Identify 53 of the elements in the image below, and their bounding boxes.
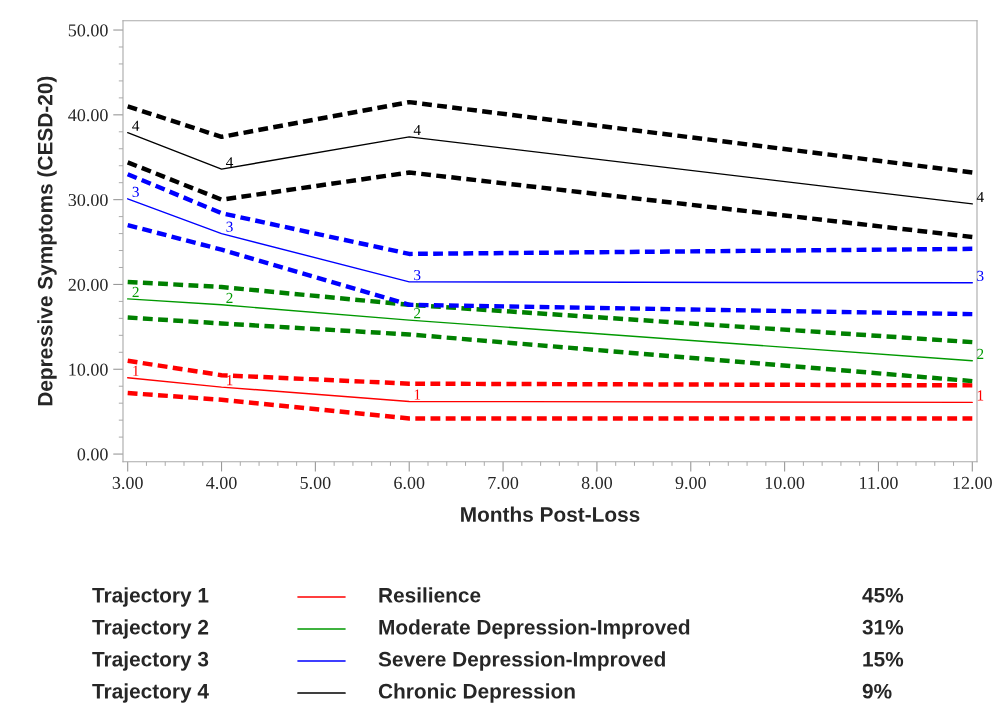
text: Trajectory 2 <box>92 619 209 639</box>
x-tick-label: 7.00 <box>488 476 519 490</box>
x-tick-label: 10.00 <box>765 476 805 490</box>
y-tick-label: 40.00 <box>68 109 108 122</box>
line-series <box>125 358 975 388</box>
annotation: 2 <box>226 292 233 303</box>
line-series <box>125 279 975 345</box>
text: Trajectory 3 <box>92 651 209 671</box>
text: 31% <box>862 619 904 635</box>
line-series <box>125 171 975 257</box>
line-series <box>125 99 975 175</box>
annotation: 2 <box>977 348 984 359</box>
line-series <box>126 377 974 404</box>
text: Trajectory 4 <box>92 683 209 703</box>
x-tick-label: 12.00 <box>953 476 992 490</box>
annotation: 4 <box>132 120 140 131</box>
x-tick-label: 8.00 <box>581 476 613 490</box>
legend-label: Severe Depression-Improved <box>378 651 665 671</box>
y-tick-label: 20.00 <box>68 278 108 291</box>
annotation: 1 <box>227 375 233 386</box>
text: 9% <box>862 683 892 699</box>
y-axis-title: Depressive Symptoms (CESD-20) <box>37 76 57 406</box>
legend-label: Chronic Depression <box>378 683 575 703</box>
annotation: 3 <box>132 186 139 198</box>
annotation: 1 <box>133 365 139 376</box>
annotation: 1 <box>414 389 421 400</box>
annotation: 4 <box>976 191 984 202</box>
annotation: 1 <box>977 390 984 401</box>
line-series <box>126 198 974 284</box>
legend-label: Moderate Depression-Improved <box>379 619 690 639</box>
x-tick-label: 4.00 <box>206 476 237 490</box>
text: Trajectory 1 <box>92 587 209 607</box>
annotation: 2 <box>132 286 139 297</box>
annotation: 4 <box>226 157 234 168</box>
annotation: 3 <box>414 269 421 281</box>
x-tick-label: 6.00 <box>394 476 425 490</box>
y-tick-label: 0.00 <box>77 448 108 461</box>
annotation: 2 <box>414 308 421 319</box>
y-tick-label: 50.00 <box>68 24 108 37</box>
text: 15% <box>863 651 904 667</box>
x-tick-label: 11.00 <box>860 476 898 490</box>
legend-label: Resilience <box>379 587 481 603</box>
line-series <box>125 222 975 317</box>
x-axis-title: Months Post-Loss <box>461 506 640 522</box>
annotation: 3 <box>226 221 233 232</box>
annotation: 4 <box>413 124 421 135</box>
x-tick-label: 5.00 <box>300 476 331 490</box>
annotation: 3 <box>977 270 984 282</box>
y-tick-label: 10.00 <box>69 363 108 376</box>
text: 45% <box>862 587 904 603</box>
y-tick-label: 30.00 <box>68 193 108 207</box>
x-tick-label: 3.00 <box>112 476 143 490</box>
x-tick-label: 9.00 <box>675 476 706 490</box>
